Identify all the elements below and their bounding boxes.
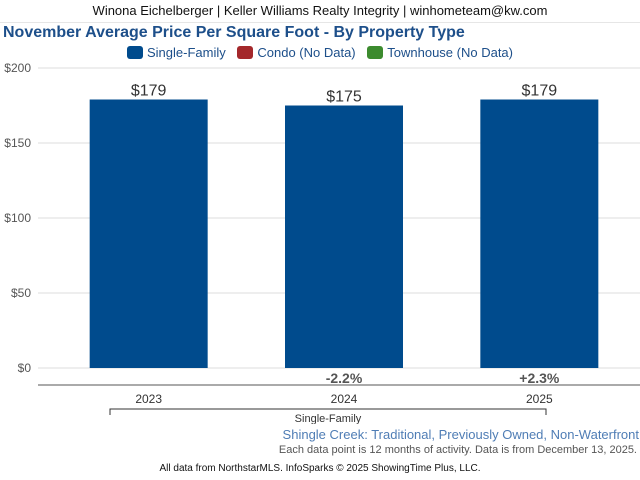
legend-item-townhouse[interactable]: Townhouse (No Data) xyxy=(367,45,513,60)
y-tick-label: $150 xyxy=(4,136,31,150)
chart-title: November Average Price Per Square Foot -… xyxy=(3,24,465,41)
legend-swatch-single-family xyxy=(126,46,143,59)
x-tick-label-2023: 2023 xyxy=(135,392,162,406)
footer-area xyxy=(0,424,640,480)
legend-swatch-condo xyxy=(237,46,254,59)
y-tick-label: $200 xyxy=(4,61,31,75)
bar-2025[interactable] xyxy=(480,99,599,369)
legend-item-condo[interactable]: Condo (No Data) xyxy=(237,45,356,60)
agent-header: Winona Eichelberger | Keller Williams Re… xyxy=(0,0,640,23)
bar-2024[interactable] xyxy=(285,105,403,369)
y-tick-label: $50 xyxy=(11,286,31,300)
data-note: Each data point is 12 months of activity… xyxy=(278,444,637,456)
data-label-2023: $179 xyxy=(131,83,167,100)
change-label-2025: +2.3% xyxy=(519,370,560,386)
group-label: Single-Family xyxy=(295,413,362,425)
legend-label-condo: Condo (No Data) xyxy=(257,45,356,60)
data-label-2025: $179 xyxy=(522,83,558,100)
x-tick-label-2025: 2025 xyxy=(526,392,553,406)
bar-2023[interactable] xyxy=(89,99,208,369)
chart-legend: Single-Family Condo (No Data) Townhouse … xyxy=(0,45,640,60)
group-bracket xyxy=(109,408,547,415)
area-description: Shingle Creek: Traditional, Previously O… xyxy=(282,427,639,442)
y-tick-label: $0 xyxy=(18,361,32,375)
legend-label-townhouse: Townhouse (No Data) xyxy=(387,45,513,60)
change-label-2024: -2.2% xyxy=(326,370,363,386)
source-credit: All data from NorthstarMLS. InfoSparks ©… xyxy=(159,463,481,474)
legend-item-single-family[interactable]: Single-Family xyxy=(126,45,226,60)
y-tick-label: $100 xyxy=(4,211,31,225)
x-tick-label-2024: 2024 xyxy=(331,392,358,406)
data-label-2024: $175 xyxy=(326,89,362,106)
legend-label-single-family: Single-Family xyxy=(146,45,226,60)
legend-swatch-townhouse xyxy=(367,46,384,59)
